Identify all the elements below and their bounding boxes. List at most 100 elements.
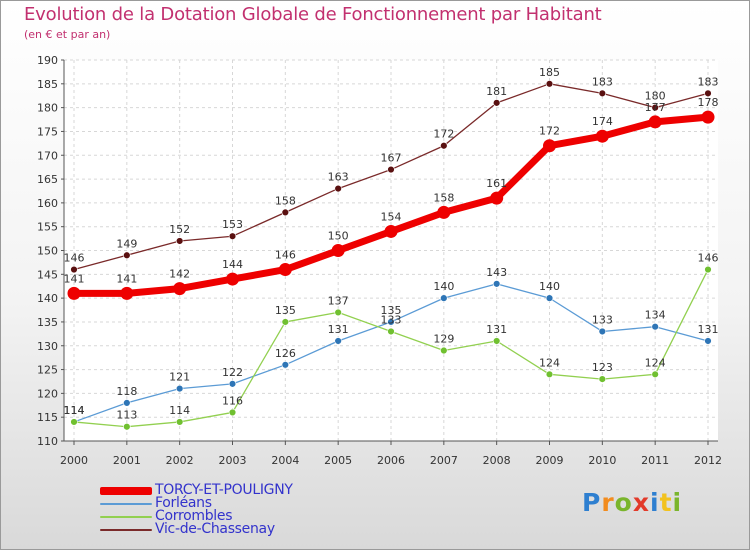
data-label: 163 [328, 171, 349, 184]
brand-letter: P [582, 488, 602, 517]
y-tick-label: 190 [37, 54, 58, 67]
brand-letter: t [659, 488, 673, 517]
data-point [704, 265, 712, 274]
legend-label: Corrombles [155, 508, 233, 524]
data-label: 140 [433, 280, 454, 293]
y-tick-label: 185 [37, 78, 58, 91]
legend-swatch [100, 516, 152, 518]
y-tick-label: 165 [37, 173, 58, 186]
data-point [651, 103, 659, 112]
data-point [437, 205, 451, 219]
data-label: 126 [275, 347, 296, 360]
chart-title: Evolution de la Dotation Globale de Fonc… [24, 4, 602, 25]
data-label: 185 [539, 66, 560, 79]
data-label: 114 [64, 404, 85, 417]
data-label: 142 [169, 268, 190, 281]
data-label: 131 [486, 323, 507, 336]
data-label: 146 [275, 249, 296, 262]
x-tick-label: 2005 [324, 454, 352, 467]
data-label: 158 [433, 191, 454, 204]
legend-label: Vic-de-Chassenay [155, 521, 275, 537]
data-point [651, 370, 659, 379]
data-point [228, 232, 237, 240]
data-label: 122 [222, 366, 243, 379]
data-label: 143 [486, 266, 507, 279]
data-label: 154 [381, 210, 402, 223]
data-point [545, 80, 554, 88]
data-label: 178 [698, 96, 719, 109]
x-tick-label: 2007 [430, 454, 458, 467]
data-point [598, 375, 607, 383]
x-tick-label: 2006 [377, 454, 405, 467]
data-point [387, 327, 395, 336]
data-point [440, 346, 448, 355]
x-tick-label: 2001 [113, 454, 141, 467]
brand-letter: i [672, 488, 683, 517]
data-point [492, 280, 501, 288]
data-label: 183 [592, 75, 613, 88]
x-tick-label: 2012 [694, 454, 722, 467]
data-label: 123 [592, 361, 613, 374]
legend-swatch [100, 487, 152, 495]
brand-logo: Proxiti [582, 488, 682, 517]
y-tick-label: 180 [37, 102, 58, 115]
legend-label: TORCY-ET-POULIGNY [155, 482, 293, 498]
data-label: 146 [64, 252, 85, 265]
data-label: 118 [116, 385, 137, 398]
x-tick-label: 2009 [536, 454, 564, 467]
data-label: 167 [381, 152, 402, 165]
data-label: 133 [592, 313, 613, 326]
data-point [175, 384, 184, 393]
data-point [278, 263, 292, 277]
x-tick-label: 2011 [641, 454, 669, 467]
data-label: 174 [592, 115, 613, 128]
data-label: 137 [328, 294, 349, 307]
chart-subtitle: (en € et par an) [24, 28, 111, 41]
data-label: 158 [275, 194, 296, 207]
data-point [334, 308, 342, 317]
data-point [543, 139, 556, 153]
y-tick-label: 160 [37, 197, 58, 210]
data-label: 134 [645, 309, 666, 322]
y-tick-label: 175 [37, 125, 58, 138]
legend-swatch [100, 529, 152, 531]
data-point [173, 282, 187, 296]
data-label: 114 [169, 404, 190, 417]
data-point [281, 208, 290, 217]
data-label: 116 [222, 394, 243, 407]
data-label: 135 [381, 304, 402, 317]
data-point [440, 294, 448, 302]
data-point [704, 89, 712, 98]
data-label: 144 [222, 258, 243, 271]
legend-item: Forléans [100, 495, 360, 511]
legend-item: Corrombles [100, 508, 360, 524]
data-label: 140 [539, 280, 560, 293]
data-label: 133 [381, 313, 402, 326]
data-label: 124 [645, 356, 666, 369]
y-tick-label: 115 [37, 411, 58, 424]
data-point [123, 399, 131, 407]
data-point [70, 418, 78, 426]
data-label: 150 [328, 230, 349, 243]
data-label: 172 [433, 128, 454, 141]
data-label: 124 [539, 356, 560, 369]
data-point [123, 251, 131, 259]
data-point [281, 318, 290, 326]
legend-label: Forléans [155, 495, 212, 511]
y-tick-label: 170 [37, 149, 58, 162]
data-point [387, 165, 395, 174]
data-point [123, 423, 131, 431]
legend-swatch [100, 503, 152, 505]
data-label: 153 [222, 218, 243, 231]
y-tick-label: 140 [37, 292, 58, 305]
data-point [648, 115, 662, 129]
data-label: 114 [64, 404, 85, 417]
data-point [334, 184, 342, 193]
data-label: 135 [275, 304, 296, 317]
legend-item: Vic-de-Chassenay [100, 521, 360, 537]
data-point [598, 89, 607, 98]
data-label: 149 [116, 237, 137, 250]
data-label: 113 [116, 409, 137, 422]
data-point [701, 110, 715, 124]
